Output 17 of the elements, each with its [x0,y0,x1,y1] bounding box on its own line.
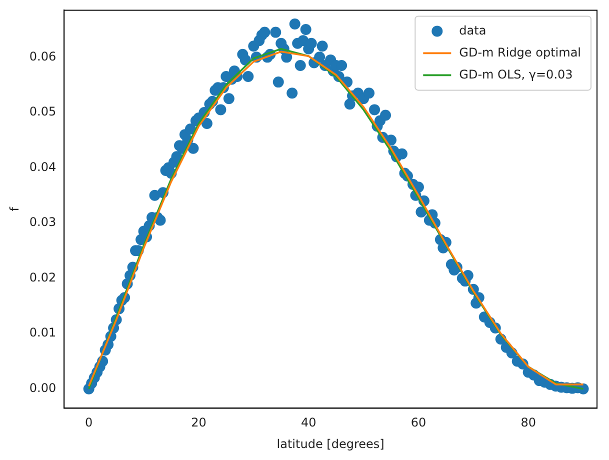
y-tick-label: 0.03 [29,215,56,230]
y-tick-label: 0.05 [29,104,56,119]
legend-label: GD-m OLS, γ=0.03 [459,67,573,82]
x-tick-label: 80 [520,416,536,430]
y-tick-label: 0.02 [29,270,56,284]
x-tick-label: 0 [85,416,93,430]
legend-label: data [459,23,486,38]
y-tick-label: 0.01 [29,326,56,340]
y-axis-title: f [7,206,22,212]
x-tick-label: 60 [410,416,426,430]
y-tick-label: 0.00 [29,380,56,395]
x-tick-label: 40 [300,416,316,430]
y-tick-label: 0.06 [29,49,56,64]
legend-label: GD-m Ridge optimal [459,45,582,60]
y-tick-label: 0.04 [29,160,56,174]
x-tick-label: 20 [191,416,206,430]
x-axis-title: latitude [degrees] [276,436,384,451]
